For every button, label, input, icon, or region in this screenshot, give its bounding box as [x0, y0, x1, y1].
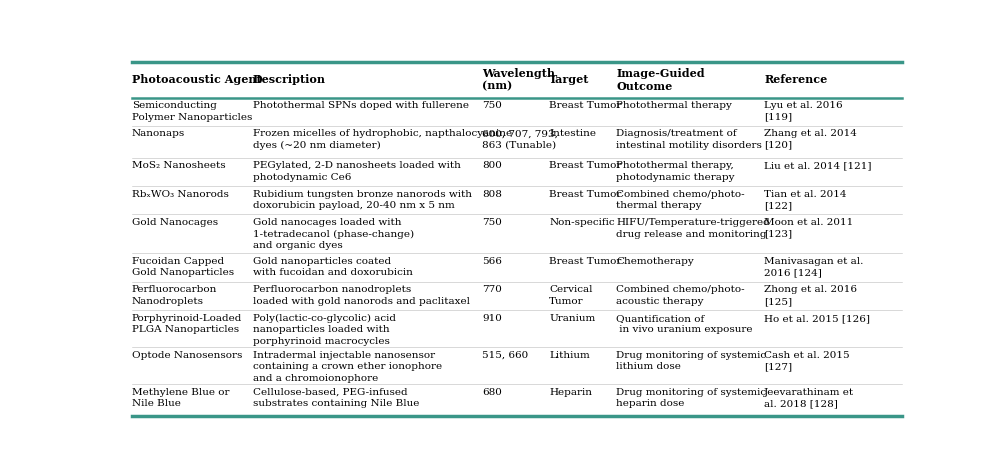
Text: 600, 707, 793,
863 (Tunable): 600, 707, 793, 863 (Tunable) — [482, 129, 558, 150]
Text: Semiconducting
Polymer Nanoparticles: Semiconducting Polymer Nanoparticles — [132, 101, 252, 122]
Text: 515, 660: 515, 660 — [482, 351, 529, 360]
Text: Lyu et al. 2016
[119]: Lyu et al. 2016 [119] — [764, 101, 843, 122]
Text: Breast Tumor: Breast Tumor — [550, 161, 622, 170]
Text: Photothermal therapy: Photothermal therapy — [616, 101, 733, 110]
Text: Breast Tumor: Breast Tumor — [550, 257, 622, 266]
Text: MoS₂ Nanosheets: MoS₂ Nanosheets — [132, 161, 225, 170]
Text: 770: 770 — [482, 285, 502, 294]
Text: Heparin: Heparin — [550, 388, 592, 397]
Text: Reference: Reference — [764, 74, 827, 85]
Text: Drug monitoring of systemic
lithium dose: Drug monitoring of systemic lithium dose — [616, 351, 767, 371]
Text: Target: Target — [550, 74, 590, 85]
Text: Image-Guided
Outcome: Image-Guided Outcome — [616, 68, 705, 92]
Text: Photothermal SPNs doped with fullerene: Photothermal SPNs doped with fullerene — [252, 101, 468, 110]
Text: Combined chemo/photo-
acoustic therapy: Combined chemo/photo- acoustic therapy — [616, 285, 745, 306]
Text: Intestine: Intestine — [550, 129, 596, 138]
Text: Tian et al. 2014
[122]: Tian et al. 2014 [122] — [764, 189, 847, 210]
Text: Zhang et al. 2014
[120]: Zhang et al. 2014 [120] — [764, 129, 857, 150]
Text: Perfluorocarbon
Nanodroplets: Perfluorocarbon Nanodroplets — [132, 285, 217, 306]
Text: 800: 800 — [482, 161, 502, 170]
Text: Porphyrinoid-Loaded
PLGA Nanoparticles: Porphyrinoid-Loaded PLGA Nanoparticles — [132, 314, 242, 334]
Text: Methylene Blue or
Nile Blue: Methylene Blue or Nile Blue — [132, 388, 229, 408]
Text: Rubidium tungsten bronze nanorods with
doxorubicin payload, 20-40 nm x 5 nm: Rubidium tungsten bronze nanorods with d… — [252, 189, 471, 210]
Text: Photothermal therapy,
photodynamic therapy: Photothermal therapy, photodynamic thera… — [616, 161, 735, 182]
Text: Wavelength
(nm): Wavelength (nm) — [482, 68, 556, 92]
Text: Optode Nanosensors: Optode Nanosensors — [132, 351, 242, 360]
Text: 750: 750 — [482, 218, 502, 227]
Text: 680: 680 — [482, 388, 502, 397]
Text: Drug monitoring of systemic
heparin dose: Drug monitoring of systemic heparin dose — [616, 388, 767, 408]
Text: Non-specific: Non-specific — [550, 218, 615, 227]
Text: Breast Tumor: Breast Tumor — [550, 189, 622, 199]
Text: Poly(lactic-co-glycolic) acid
nanoparticles loaded with
porphyrinoid macrocycles: Poly(lactic-co-glycolic) acid nanopartic… — [252, 314, 396, 346]
Text: Cash et al. 2015
[127]: Cash et al. 2015 [127] — [764, 351, 850, 371]
Text: Photoacoustic Agent: Photoacoustic Agent — [132, 74, 261, 85]
Text: Quantification of
 in vivo uranium exposure: Quantification of in vivo uranium exposu… — [616, 314, 753, 334]
Text: Description: Description — [252, 74, 326, 85]
Text: PEGylated, 2-D nanosheets loaded with
photodynamic Ce6: PEGylated, 2-D nanosheets loaded with ph… — [252, 161, 460, 182]
Text: Uranium: Uranium — [550, 314, 596, 323]
Text: Gold nanocages loaded with
1-tetradecanol (phase-change)
and organic dyes: Gold nanocages loaded with 1-tetradecano… — [252, 218, 414, 250]
Text: Intradermal injectable nanosensor
containing a crown ether ionophore
and a chrom: Intradermal injectable nanosensor contai… — [252, 351, 442, 383]
Text: Chemotherapy: Chemotherapy — [616, 257, 694, 266]
Text: RbₓWO₃ Nanorods: RbₓWO₃ Nanorods — [132, 189, 229, 199]
Text: Combined chemo/photo-
thermal therapy: Combined chemo/photo- thermal therapy — [616, 189, 745, 210]
Text: Cervical
Tumor: Cervical Tumor — [550, 285, 593, 306]
Text: 566: 566 — [482, 257, 502, 266]
Text: 910: 910 — [482, 314, 502, 323]
Text: Perfluorocarbon nanodroplets
loaded with gold nanorods and paclitaxel: Perfluorocarbon nanodroplets loaded with… — [252, 285, 469, 306]
Text: 750: 750 — [482, 101, 502, 110]
Text: Gold nanoparticles coated
with fucoidan and doxorubicin: Gold nanoparticles coated with fucoidan … — [252, 257, 412, 277]
Text: Jeevarathinam et
al. 2018 [128]: Jeevarathinam et al. 2018 [128] — [764, 388, 854, 408]
Text: Gold Nanocages: Gold Nanocages — [132, 218, 218, 227]
Text: Nanonaps: Nanonaps — [132, 129, 185, 138]
Text: Lithium: Lithium — [550, 351, 590, 360]
Text: Fucoidan Capped
Gold Nanoparticles: Fucoidan Capped Gold Nanoparticles — [132, 257, 234, 277]
Text: Breast Tumor: Breast Tumor — [550, 101, 622, 110]
Text: Moon et al. 2011
[123]: Moon et al. 2011 [123] — [764, 218, 853, 238]
Text: Liu et al. 2014 [121]: Liu et al. 2014 [121] — [764, 161, 871, 170]
Text: HIFU/Temperature-triggered
drug release and monitoring: HIFU/Temperature-triggered drug release … — [616, 218, 770, 238]
Text: Frozen micelles of hydrophobic, napthalocyanine
dyes (~20 nm diameter): Frozen micelles of hydrophobic, napthalo… — [252, 129, 512, 150]
Text: Zhong et al. 2016
[125]: Zhong et al. 2016 [125] — [764, 285, 857, 306]
Text: Ho et al. 2015 [126]: Ho et al. 2015 [126] — [764, 314, 870, 323]
Text: Manivasagan et al.
2016 [124]: Manivasagan et al. 2016 [124] — [764, 257, 863, 277]
Text: Diagnosis/treatment of
intestinal motility disorders: Diagnosis/treatment of intestinal motili… — [616, 129, 762, 150]
Text: 808: 808 — [482, 189, 502, 199]
Text: Cellulose-based, PEG-infused
substrates containing Nile Blue: Cellulose-based, PEG-infused substrates … — [252, 388, 419, 408]
